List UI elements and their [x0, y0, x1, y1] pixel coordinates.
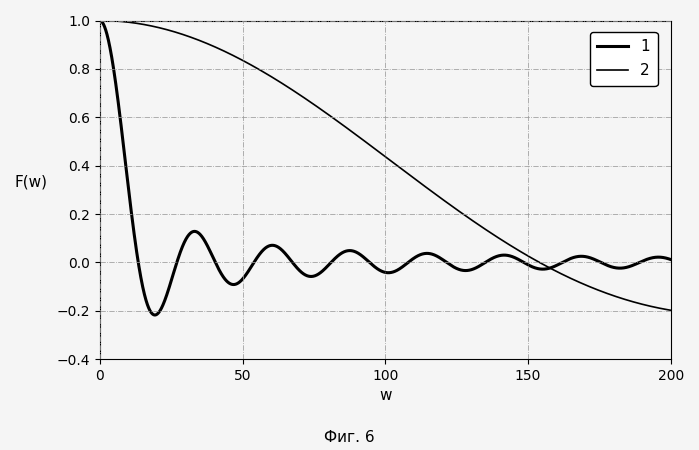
X-axis label: w: w: [379, 388, 391, 404]
Line: 1: 1: [100, 21, 671, 315]
2: [667, 308, 675, 313]
1: [510, 255, 519, 261]
1: [621, 265, 629, 270]
1: [667, 257, 675, 262]
2: [367, 143, 375, 148]
1: [336, 252, 344, 257]
2: [649, 304, 658, 310]
1: [151, 312, 159, 318]
1: [649, 255, 658, 260]
2: [340, 123, 348, 129]
Y-axis label: F(w): F(w): [15, 175, 48, 190]
1: [340, 249, 349, 254]
Line: 2: 2: [100, 21, 671, 310]
Text: Фиг. 6: Фиг. 6: [324, 431, 375, 446]
2: [510, 245, 519, 251]
2: [336, 120, 344, 126]
1: [96, 18, 104, 23]
2: [96, 18, 104, 23]
1: [367, 261, 375, 266]
2: [621, 297, 629, 302]
Legend: 1, 2: 1, 2: [590, 32, 658, 86]
